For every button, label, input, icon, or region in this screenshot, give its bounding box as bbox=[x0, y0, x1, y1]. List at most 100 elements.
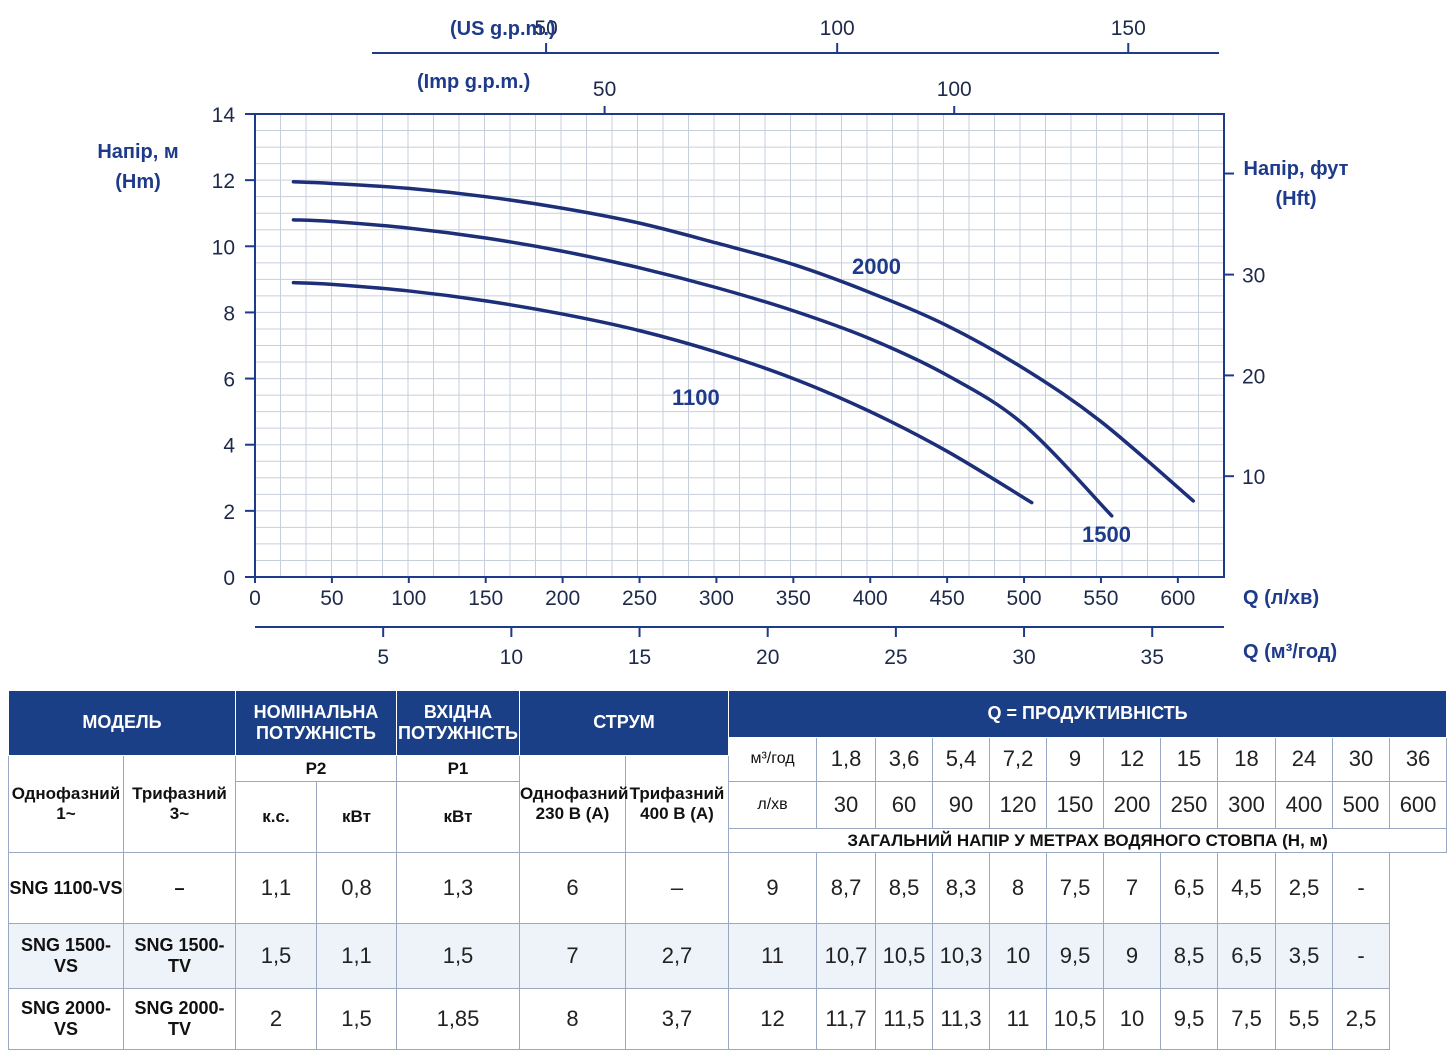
model-three: – bbox=[123, 852, 236, 925]
y-tick-label: 6 bbox=[223, 369, 235, 392]
i3-value: 3,7 bbox=[624, 988, 730, 1050]
head-value: 9 bbox=[728, 852, 818, 925]
us-gpm-label: (US g.p.m.) bbox=[450, 18, 556, 40]
head-value: 3,5 bbox=[1275, 923, 1334, 990]
unit-lmin: л/хв bbox=[728, 781, 818, 829]
q-header: Q = ПРОДУКТИВНІСТЬ bbox=[728, 690, 1448, 738]
current-header: СТРУМ bbox=[518, 690, 730, 756]
x-tick-label: 350 bbox=[776, 587, 811, 610]
p1-value: 1,85 bbox=[396, 988, 520, 1050]
three-phase-line-1: Трифазний bbox=[132, 784, 227, 804]
m3h-tick-label: 30 bbox=[1012, 646, 1035, 669]
y-right-label-1: Напір, фут bbox=[1244, 158, 1349, 180]
three-phase-line-2: 3~ bbox=[169, 804, 190, 824]
spec-table: МОДЕЛЬ НОМІНАЛЬНА ПОТУЖНІСТЬ ВХІДНА ПОТУ… bbox=[8, 690, 1448, 1050]
head-value: 5,5 bbox=[1275, 988, 1334, 1050]
q-lmin-cell: 250 bbox=[1160, 781, 1219, 829]
m3h-tick-label: 10 bbox=[500, 646, 523, 669]
y-right-label-2: (Hft) bbox=[1275, 188, 1316, 210]
head-value: - bbox=[1332, 923, 1391, 990]
q-m3h-cell: 36 bbox=[1389, 736, 1448, 783]
series-label-1500: 1500 bbox=[1082, 522, 1131, 547]
head-value: 8,5 bbox=[875, 852, 934, 925]
q-m3h-cell: 18 bbox=[1217, 736, 1277, 783]
model-single: SNG 1100-VS bbox=[8, 852, 124, 925]
q-lmin-cell: 150 bbox=[1046, 781, 1105, 829]
axes: 0 2 4 6 8 10 12 14 0 50 100 150 200 250 300 350 400 450 50… bbox=[212, 17, 1266, 669]
q-m3h-cell: 24 bbox=[1275, 736, 1334, 783]
head-value: 8,3 bbox=[932, 852, 991, 925]
head-value: 2,5 bbox=[1275, 852, 1334, 925]
x-tick-label: 50 bbox=[320, 587, 343, 610]
q-m3h-cell: 30 bbox=[1332, 736, 1391, 783]
three-phase-header: Трифазний 3~ bbox=[123, 754, 236, 854]
imp-gpm-tick-label: 50 bbox=[593, 78, 616, 101]
kw-value: 1,5 bbox=[316, 988, 397, 1050]
m3h-tick-label: 5 bbox=[377, 646, 389, 669]
x-tick-label: 600 bbox=[1160, 587, 1195, 610]
q-lmin-cell: 60 bbox=[875, 781, 934, 829]
nominal-header-line-1: НОМІНАЛЬНА bbox=[253, 701, 379, 722]
x-tick-label: 300 bbox=[699, 587, 734, 610]
head-value: 9 bbox=[1103, 923, 1162, 990]
curve-1500 bbox=[291, 218, 1114, 518]
table-row: SNG 2000-VS SNG 2000-TV 2 1,5 1,85 8 3,7… bbox=[8, 988, 1447, 1050]
head-value: 4,5 bbox=[1217, 852, 1277, 925]
head-value: 6,5 bbox=[1217, 923, 1277, 990]
hft-tick-label: 30 bbox=[1242, 265, 1265, 288]
head-value: - bbox=[1332, 852, 1391, 925]
x-tick-label: 550 bbox=[1083, 587, 1118, 610]
p2-header: P2 bbox=[235, 754, 397, 783]
q-m3h-cell: 9 bbox=[1046, 736, 1105, 783]
x-bottom-label: Q (л/хв) bbox=[1243, 587, 1319, 609]
x-tick-label: 150 bbox=[468, 587, 503, 610]
single-phase-line-1: Однофазний bbox=[11, 784, 121, 804]
m3h-tick-label: 20 bbox=[756, 646, 779, 669]
y-tick-label: 14 bbox=[212, 104, 236, 127]
y-tick-label: 8 bbox=[223, 302, 235, 325]
i1-value: 8 bbox=[519, 988, 626, 1050]
p1-value: 1,5 bbox=[396, 923, 520, 990]
q-lmin-cell: 500 bbox=[1332, 781, 1391, 829]
pump-curve-chart: 0 2 4 6 8 10 12 14 0 50 100 150 200 250 300 350 400 450 50… bbox=[97, 17, 1349, 669]
head-value: 10 bbox=[1103, 988, 1162, 1050]
hft-tick-label: 20 bbox=[1242, 365, 1265, 388]
q-m3h-cell: 7,2 bbox=[989, 736, 1048, 783]
q-m3h-cell: 15 bbox=[1160, 736, 1219, 783]
kw-p1-header: кВт bbox=[396, 781, 520, 854]
us-gpm-tick-label: 50 bbox=[534, 17, 557, 40]
i1-value: 7 bbox=[519, 923, 626, 990]
x-second-label: Q (м³/год) bbox=[1243, 641, 1337, 663]
head-value: 11,3 bbox=[932, 988, 991, 1050]
kw-value: 0,8 bbox=[316, 852, 397, 925]
x-tick-label: 400 bbox=[853, 587, 888, 610]
current-single-header: Однофазний 230 В (А) bbox=[519, 754, 628, 854]
m3h-tick-label: 15 bbox=[628, 646, 651, 669]
model-single: SNG 2000-VS bbox=[8, 988, 124, 1050]
head-value: 9,5 bbox=[1046, 923, 1105, 990]
hp-value: 1,1 bbox=[235, 852, 317, 925]
q-m3h-cell: 3,6 bbox=[875, 736, 934, 783]
i1-value: 6 bbox=[519, 852, 626, 925]
q-lmin-cell: 300 bbox=[1217, 781, 1277, 829]
head-value: 10 bbox=[989, 923, 1048, 990]
y-tick-label: 4 bbox=[223, 435, 235, 458]
chart-grid bbox=[255, 114, 1224, 577]
i3-value: – bbox=[624, 852, 730, 925]
head-value: 11 bbox=[728, 923, 818, 990]
head-value: 11,5 bbox=[875, 988, 934, 1050]
head-value: 10,3 bbox=[932, 923, 991, 990]
table-row: SNG 1500-VS SNG 1500-TV 1,5 1,1 1,5 7 2,… bbox=[8, 923, 1447, 990]
input-header-line-2: ПОТУЖНІСТЬ bbox=[398, 722, 518, 743]
single-phase-line-2: 1~ bbox=[56, 804, 76, 824]
x-tick-label: 450 bbox=[930, 587, 965, 610]
head-value: 10,7 bbox=[816, 923, 877, 990]
hp-header: к.с. bbox=[235, 781, 317, 854]
x-tick-label: 100 bbox=[391, 587, 426, 610]
y-left-label-1: Напір, м bbox=[97, 141, 178, 163]
p1-value: 1,3 bbox=[396, 852, 520, 925]
hp-value: 1,5 bbox=[235, 923, 317, 990]
head-value: 9,5 bbox=[1160, 988, 1219, 1050]
x-tick-label: 500 bbox=[1007, 587, 1042, 610]
x-tick-label: 250 bbox=[622, 587, 657, 610]
